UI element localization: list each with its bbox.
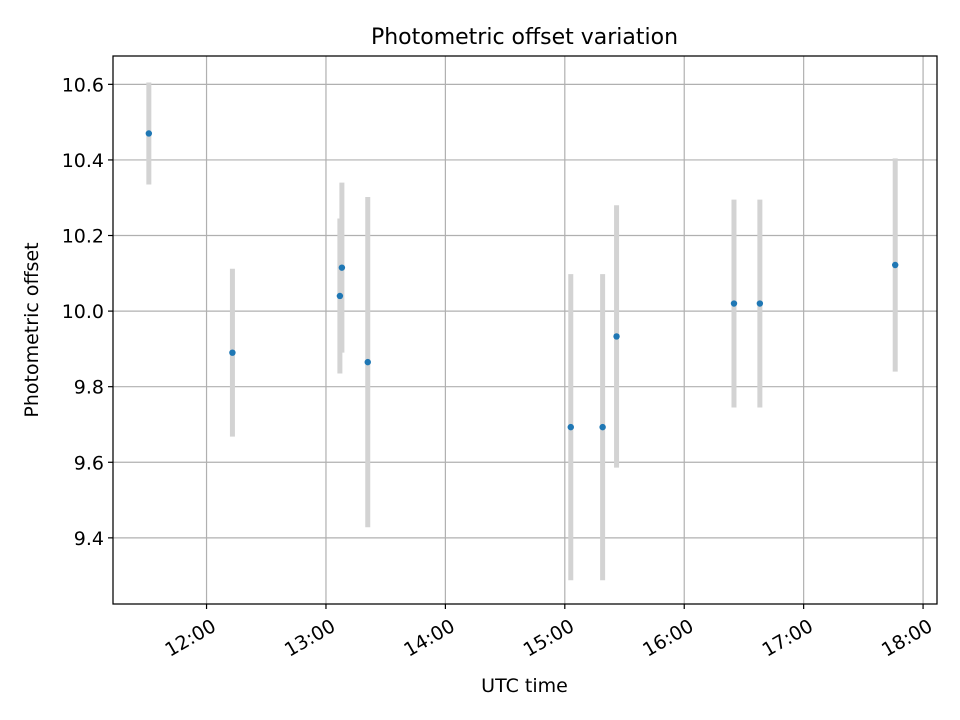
grid [113, 56, 937, 604]
y-tick-label: 9.4 [74, 528, 104, 550]
data-point [229, 349, 236, 356]
data-point [892, 261, 899, 269]
data-point [613, 333, 620, 340]
data-point [364, 358, 371, 366]
plot-area-frame [112, 55, 938, 605]
data-point [730, 300, 738, 307]
x-axis-label: UTC time [481, 675, 568, 697]
data-point [567, 423, 574, 431]
data-point [599, 423, 606, 431]
chart-title: Photometric offset variation [371, 25, 678, 50]
y-tick-label: 10.0 [62, 301, 104, 323]
data-point [145, 130, 153, 137]
y-tick-label: 10.6 [62, 74, 104, 96]
y-tick-label: 9.8 [74, 377, 104, 399]
data-point [338, 264, 346, 271]
data-point [336, 292, 344, 300]
y-tick-label: 9.6 [74, 452, 104, 474]
y-axis-label: Photometric offset [21, 242, 43, 417]
y-tick-label: 10.4 [62, 150, 104, 172]
data-point [756, 300, 764, 307]
y-tick-label: 10.2 [62, 226, 104, 248]
data-points [145, 130, 899, 431]
y-axis-ticks: 9.4 9.6 9.8 10.0 10.2 10.4 10.6 [62, 74, 113, 550]
